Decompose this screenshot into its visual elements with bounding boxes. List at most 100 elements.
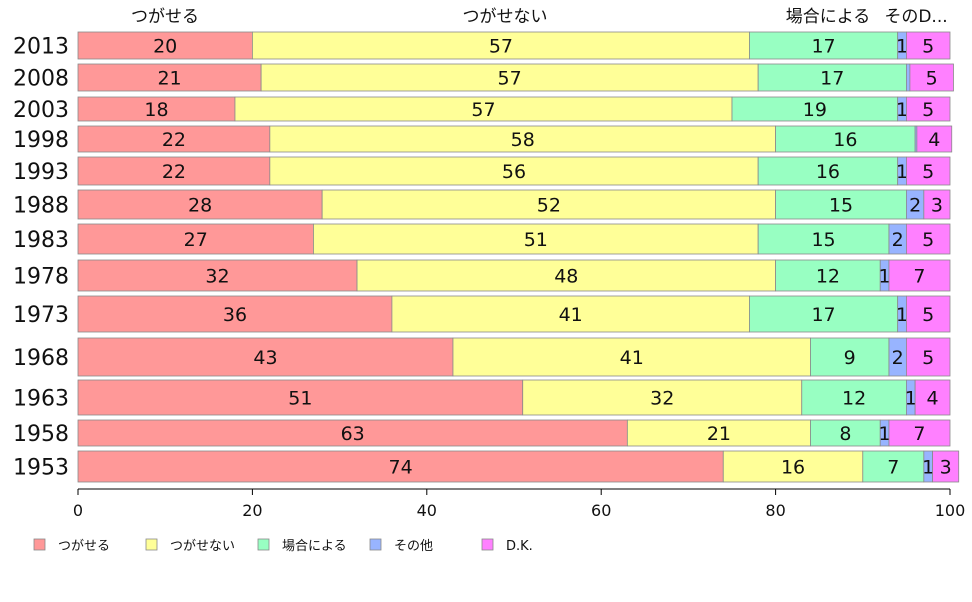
legend-label: つがせる xyxy=(58,539,110,554)
bar-segment xyxy=(906,63,911,92)
bar-segment xyxy=(757,156,899,186)
data-label: 5 xyxy=(922,99,934,121)
year-label: 1998 xyxy=(13,128,69,153)
bar-segment xyxy=(801,379,907,416)
bar-segment xyxy=(906,295,951,333)
data-label: 16 xyxy=(816,161,840,183)
data-label: 20 xyxy=(153,36,177,58)
year-label: 1993 xyxy=(13,160,69,185)
data-label: 16 xyxy=(833,129,857,151)
data-label: 15 xyxy=(811,229,835,251)
year-label: 2008 xyxy=(13,67,69,92)
column-header: つがせる xyxy=(131,7,199,27)
legend-label: D.K. xyxy=(506,539,533,554)
year-label: 1983 xyxy=(13,228,69,253)
bar-segment xyxy=(888,419,951,447)
bar-segment xyxy=(757,63,907,92)
data-label: 52 xyxy=(537,195,561,217)
year-label: 1988 xyxy=(13,194,69,219)
bar-segment xyxy=(906,96,951,122)
bar-segment xyxy=(269,125,777,153)
data-label: 17 xyxy=(820,68,844,90)
bar-segment xyxy=(862,450,925,483)
data-label: 32 xyxy=(205,266,229,288)
data-label: 57 xyxy=(489,36,513,58)
bar-segment xyxy=(77,189,323,220)
data-label: 5 xyxy=(922,36,934,58)
data-label: 7 xyxy=(913,266,925,288)
data-label: 27 xyxy=(184,229,208,251)
bar-segment xyxy=(77,223,314,255)
data-label: 57 xyxy=(498,68,522,90)
data-label: 15 xyxy=(829,195,853,217)
data-label: 1 xyxy=(896,304,908,326)
data-label: 43 xyxy=(253,347,277,369)
bar-segment xyxy=(77,337,454,377)
bar-segment xyxy=(810,419,881,447)
bar-segment xyxy=(909,63,954,92)
data-label: 2 xyxy=(892,229,904,251)
year-label: 1978 xyxy=(13,265,69,290)
data-label: 4 xyxy=(928,129,940,151)
legend-label: その他 xyxy=(394,539,433,554)
data-label: 41 xyxy=(559,304,583,326)
data-label: 22 xyxy=(162,129,186,151)
bar-segment xyxy=(77,379,524,416)
bar-segment xyxy=(775,259,881,292)
data-label: 3 xyxy=(940,457,952,479)
bar-segment xyxy=(906,223,951,255)
bar-segment xyxy=(775,125,916,153)
data-label: 17 xyxy=(811,304,835,326)
data-label: 12 xyxy=(816,266,840,288)
legend-swatch xyxy=(145,538,158,551)
column-header: 場合による xyxy=(786,7,871,27)
column-header: そのD... xyxy=(884,7,947,27)
bar-segment xyxy=(77,125,271,153)
x-tick-label: 60 xyxy=(591,501,611,520)
data-label: 56 xyxy=(502,161,526,183)
data-label: 74 xyxy=(389,457,413,479)
bar-segment xyxy=(77,96,236,122)
x-tick-label: 20 xyxy=(242,501,262,520)
data-label: 3 xyxy=(931,195,943,217)
data-label: 51 xyxy=(288,388,312,410)
column-header: つがせない xyxy=(463,7,548,27)
x-tick-label: 40 xyxy=(417,501,437,520)
bar-segment xyxy=(391,295,750,333)
bar-segment xyxy=(522,379,803,416)
data-label: 9 xyxy=(844,347,856,369)
bar-segment xyxy=(356,259,777,292)
bar-segment xyxy=(906,31,951,60)
data-label: 5 xyxy=(926,68,938,90)
data-label: 2 xyxy=(909,195,921,217)
x-tick-label: 100 xyxy=(935,501,966,520)
data-label: 18 xyxy=(144,99,168,121)
data-label: 4 xyxy=(927,388,939,410)
x-tick-label: 80 xyxy=(765,501,785,520)
data-label: 57 xyxy=(471,99,495,121)
data-label: 22 xyxy=(162,161,186,183)
data-label: 8 xyxy=(839,423,851,445)
bar-segment xyxy=(77,156,271,186)
bar-segment xyxy=(757,223,890,255)
bar-segment xyxy=(749,295,899,333)
bar-segment xyxy=(906,337,951,377)
data-label: 1 xyxy=(922,457,934,479)
data-label: 12 xyxy=(842,388,866,410)
bar-segment xyxy=(452,337,811,377)
bar-segment xyxy=(914,379,951,416)
bar-segment xyxy=(906,156,951,186)
bar-segment xyxy=(77,31,253,60)
data-label: 7 xyxy=(913,423,925,445)
bar-segment xyxy=(321,189,777,220)
year-label: 1973 xyxy=(13,303,69,328)
legend-swatch xyxy=(257,538,270,551)
data-label: 1 xyxy=(879,266,891,288)
data-label: 5 xyxy=(922,161,934,183)
data-label: 21 xyxy=(157,68,181,90)
bar-segment xyxy=(77,419,628,447)
legend-label: つがせない xyxy=(170,539,235,554)
data-label: 19 xyxy=(803,99,827,121)
bar-segment xyxy=(77,450,724,483)
